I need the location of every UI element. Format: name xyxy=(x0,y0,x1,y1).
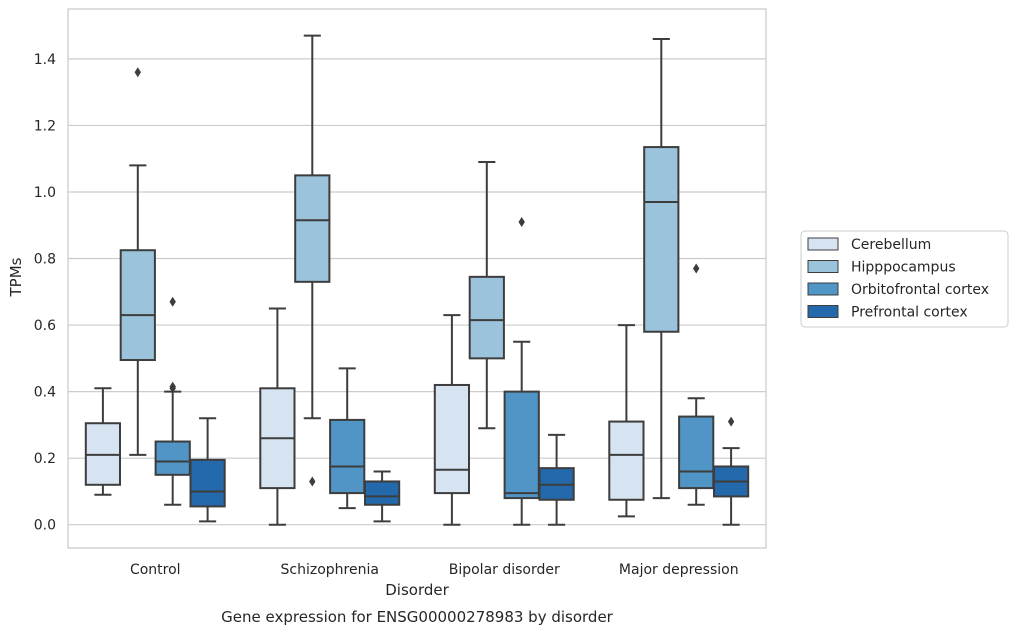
x-tick-label: Schizophrenia xyxy=(281,562,379,578)
y-tick-labels: 0.0 0.2 0.4 0.6 0.8 1.0 1.2 1.4 xyxy=(34,52,56,534)
iqr-box xyxy=(363,480,401,506)
legend-swatch xyxy=(807,282,839,296)
x-axis-label: Disorder xyxy=(385,581,449,599)
box-prefrontal-cortex xyxy=(712,416,750,526)
iqr-box xyxy=(294,174,331,283)
box-cerebellum xyxy=(84,387,122,496)
iqr-box xyxy=(608,420,645,501)
box-hipppocampus xyxy=(468,161,505,430)
outlier-point xyxy=(693,263,700,274)
legend-label: Prefrontal cortex xyxy=(851,305,968,321)
iqr-box xyxy=(154,440,191,476)
box-cerebellum xyxy=(433,314,471,526)
legend-label: Cerebellum xyxy=(851,237,931,253)
iqr-box xyxy=(433,383,471,495)
box-orbitofrontal-cortex xyxy=(154,296,191,506)
legend-label: Hipppocampus xyxy=(851,260,956,276)
legend-label: Orbitofrontal cortex xyxy=(851,282,989,298)
box-cerebellum xyxy=(259,307,296,526)
legend-swatch xyxy=(807,305,839,318)
iqr-box xyxy=(643,146,680,333)
outlier-point xyxy=(518,216,525,227)
y-tick-label: 1.2 xyxy=(34,118,56,134)
x-tick-label: Control xyxy=(130,562,181,578)
box-orbitofrontal-cortex xyxy=(503,216,540,526)
box-hipppocampus xyxy=(643,37,680,500)
box-cerebellum xyxy=(608,324,645,518)
box-prefrontal-cortex xyxy=(363,470,401,523)
box-hipppocampus xyxy=(119,67,156,456)
box-orbitofrontal-cortex xyxy=(329,367,366,510)
x-tick-label: Bipolar disorder xyxy=(449,562,560,578)
chart-caption: Gene expression for ENSG00000278983 by d… xyxy=(221,608,614,626)
box-hipppocampus xyxy=(294,34,331,487)
iqr-box xyxy=(329,418,366,495)
y-tick-label: 1.4 xyxy=(34,52,56,68)
outlier-point xyxy=(169,296,176,307)
iqr-box xyxy=(503,390,540,500)
outlier-point xyxy=(727,416,735,427)
legend-swatch xyxy=(807,237,839,251)
outlier-point xyxy=(169,383,176,394)
plot-frame xyxy=(67,8,767,549)
outlier-point xyxy=(134,67,141,78)
x-tick-label: Major depression xyxy=(619,562,739,578)
y-tick-label: 0.2 xyxy=(34,451,56,467)
y-tick-label: 0.8 xyxy=(34,252,56,268)
iqr-box xyxy=(119,249,156,362)
y-tick-label: 0.4 xyxy=(34,385,56,401)
x-tick-labels: Control Schizophrenia Bipolar disorder Majo… xyxy=(130,562,739,578)
y-axis-label: TPMs xyxy=(7,257,25,297)
outlier-point xyxy=(309,476,316,487)
iqr-box xyxy=(678,415,715,490)
box-orbitofrontal-cortex xyxy=(678,263,715,506)
box-prefrontal-cortex xyxy=(189,417,226,523)
y-tick-label: 0.0 xyxy=(34,518,56,534)
y-tick-label: 0.6 xyxy=(34,318,56,334)
legend-swatch xyxy=(807,260,839,273)
box-prefrontal-cortex xyxy=(538,433,575,526)
iqr-box xyxy=(468,275,505,360)
legend: Cerebellum Hipppocampus Orbitofrontal cort… xyxy=(800,230,1009,328)
legend-frame xyxy=(800,230,1009,328)
y-tick-label: 1.0 xyxy=(34,185,56,201)
plot-boxes xyxy=(84,34,750,526)
iqr-box xyxy=(189,458,226,508)
